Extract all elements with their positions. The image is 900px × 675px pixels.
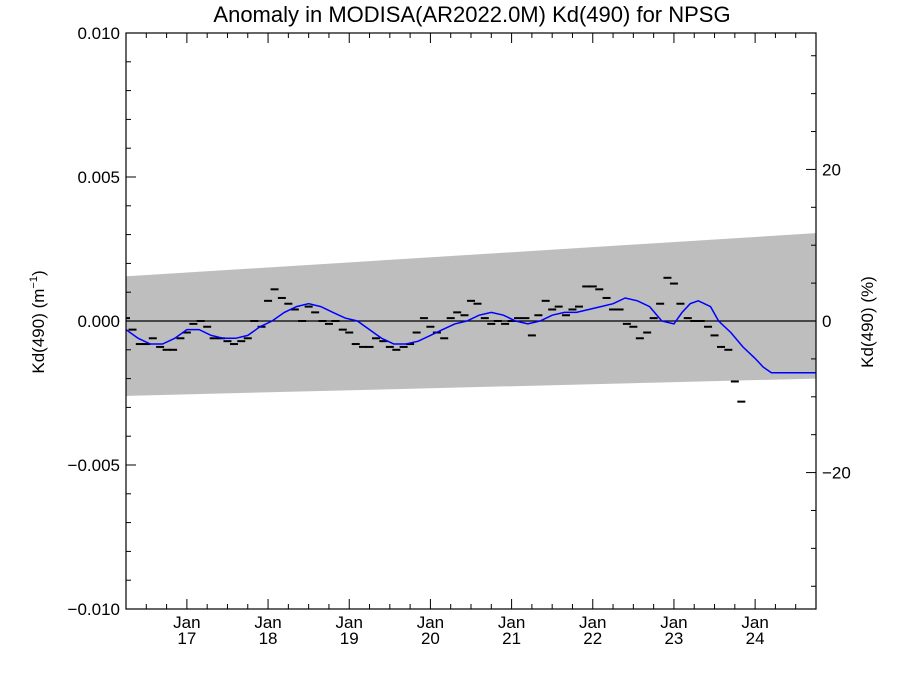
x-tick-label-year: 17: [177, 629, 196, 648]
x-tick-label-month: Jan: [336, 613, 363, 632]
x-tick-label-year: 20: [421, 629, 440, 648]
x-tick-label-month: Jan: [173, 613, 200, 632]
left-tick-label: 0.010: [77, 24, 120, 43]
left-tick-label: 0.000: [77, 312, 120, 331]
left-tick-label: −0.010: [68, 600, 120, 619]
monthly-markers: [126, 276, 746, 403]
smoothed-series-line: [126, 297, 816, 374]
x-tick-label-month: Jan: [417, 613, 444, 632]
x-tick-label-month: Jan: [660, 613, 687, 632]
x-tick-label-year: 23: [664, 629, 683, 648]
left-axis-label: Kd(490) (m−1): [28, 270, 48, 373]
left-tick-label: 0.005: [77, 168, 120, 187]
left-tick-label: −0.005: [68, 456, 120, 475]
chart-title: Anomaly in MODISA(AR2022.0M) Kd(490) for…: [213, 2, 730, 27]
right-tick-label: 20: [822, 160, 841, 179]
right-axis-label: Kd(490) (%): [858, 276, 877, 368]
x-tick-label-month: Jan: [254, 613, 281, 632]
plot-area: 0.0100.0050.000−0.005−0.010200−20Jan17Ja…: [68, 24, 851, 648]
right-tick-label: 0: [822, 312, 831, 331]
uncertainty-band: [126, 233, 816, 396]
x-tick-label-year: 22: [583, 629, 602, 648]
right-tick-label: −20: [822, 464, 851, 483]
x-tick-label-month: Jan: [498, 613, 525, 632]
x-tick-label-month: Jan: [579, 613, 606, 632]
x-tick-label-year: 21: [502, 629, 521, 648]
x-tick-label-year: 18: [259, 629, 278, 648]
x-tick-label-year: 24: [746, 629, 765, 648]
x-tick-label-year: 19: [340, 629, 359, 648]
x-tick-label-month: Jan: [741, 613, 768, 632]
